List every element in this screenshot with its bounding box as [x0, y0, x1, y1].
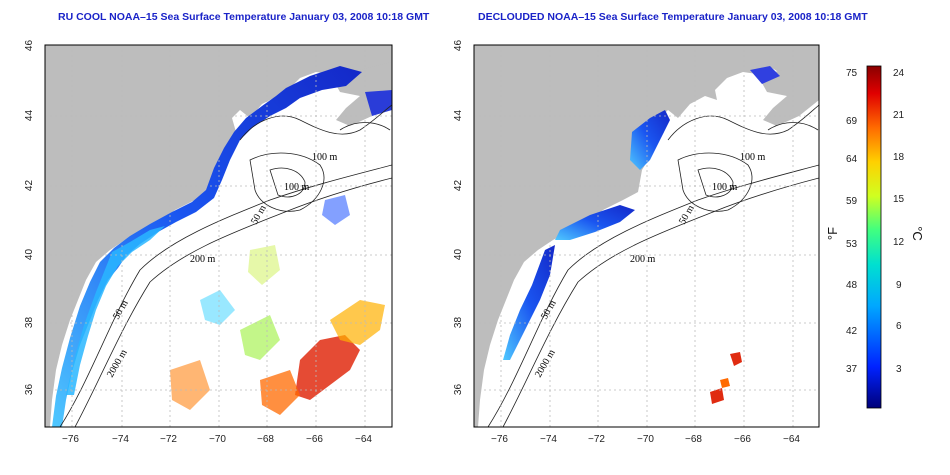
colorbar-f-tick: 48	[846, 280, 858, 291]
x-tick: −74	[540, 434, 557, 445]
x-tick: −72	[588, 434, 605, 445]
colorbar-f-unit: °F	[825, 226, 841, 241]
land-mass	[45, 45, 392, 427]
y-tick: 36	[24, 383, 36, 396]
contour-label: 100 m	[312, 152, 338, 163]
colorbar-c-tick: 6	[896, 321, 902, 332]
colorbar-c-tick: 21	[893, 110, 905, 121]
contour-label: 100 m	[740, 152, 766, 163]
x-tick: −68	[257, 434, 274, 445]
y-tick: 42	[453, 179, 465, 192]
x-tick: −66	[734, 434, 751, 445]
colorbar-c-tick: 3	[896, 364, 902, 375]
colorbar-f-tick: 53	[846, 239, 858, 250]
y-tick: 36	[453, 383, 465, 396]
y-tick: 38	[24, 316, 36, 329]
contour-label: 100 m	[284, 182, 310, 193]
y-tick: 44	[453, 109, 465, 122]
colorbar-f-tick: 37	[846, 364, 858, 375]
sst-coastal-band	[630, 110, 670, 170]
y-tick: 40	[24, 248, 36, 261]
x-tick: −70	[637, 434, 654, 445]
colorbar-f-tick: 59	[846, 196, 858, 207]
y-tick: 38	[453, 316, 465, 329]
y-tick: 46	[453, 39, 465, 52]
panel-title-raw: RU COOL NOAA–15 Sea Surface Temperature …	[58, 11, 430, 23]
y-tick: 44	[24, 109, 36, 122]
colorbar-f-tick: 69	[846, 116, 858, 127]
y-tick: 40	[453, 248, 465, 261]
land-mass	[474, 45, 819, 427]
colorbar-c-tick: 9	[896, 280, 902, 291]
y-tick: 46	[24, 39, 36, 52]
x-tick: −76	[491, 434, 508, 445]
x-tick: −66	[306, 434, 323, 445]
sst-warm-patches	[730, 352, 742, 366]
contour-label: 200 m	[630, 254, 656, 265]
colorbar-f-tick: 75	[846, 68, 858, 79]
colorbar-c-tick: 18	[893, 152, 905, 163]
panel-title-declouded: DECLOUDED NOAA–15 Sea Surface Temperatur…	[478, 11, 868, 23]
x-tick: −74	[112, 434, 129, 445]
colorbar-c-tick: 12	[893, 237, 905, 248]
x-tick: −76	[62, 434, 79, 445]
x-tick: −64	[783, 434, 800, 445]
colorbar-c-tick: 15	[893, 194, 905, 205]
x-tick: −72	[160, 434, 177, 445]
x-tick: −70	[209, 434, 226, 445]
x-tick: −64	[355, 434, 372, 445]
sst-coastal-inner	[66, 226, 165, 395]
sst-warm-patches	[295, 335, 360, 400]
map-panel-declouded: 100 m 100 m 50 m 200 m 50 m 2000 m	[473, 44, 820, 428]
y-tick: 42	[24, 179, 36, 192]
map-panel-raw: 100 m 100 m 50 m 200 m 50 m 2000 m	[44, 44, 393, 428]
contour-label: 100 m	[712, 182, 738, 193]
colorbar-f-tick: 64	[846, 154, 858, 165]
colorbar-c-tick: 24	[893, 68, 905, 79]
colorbar-c-unit: °C	[909, 226, 925, 241]
contour-label: 200 m	[190, 254, 216, 265]
x-tick: −68	[685, 434, 702, 445]
colorbar	[866, 65, 882, 409]
colorbar-f-tick: 42	[846, 326, 858, 337]
bathymetry-contour	[59, 164, 392, 427]
